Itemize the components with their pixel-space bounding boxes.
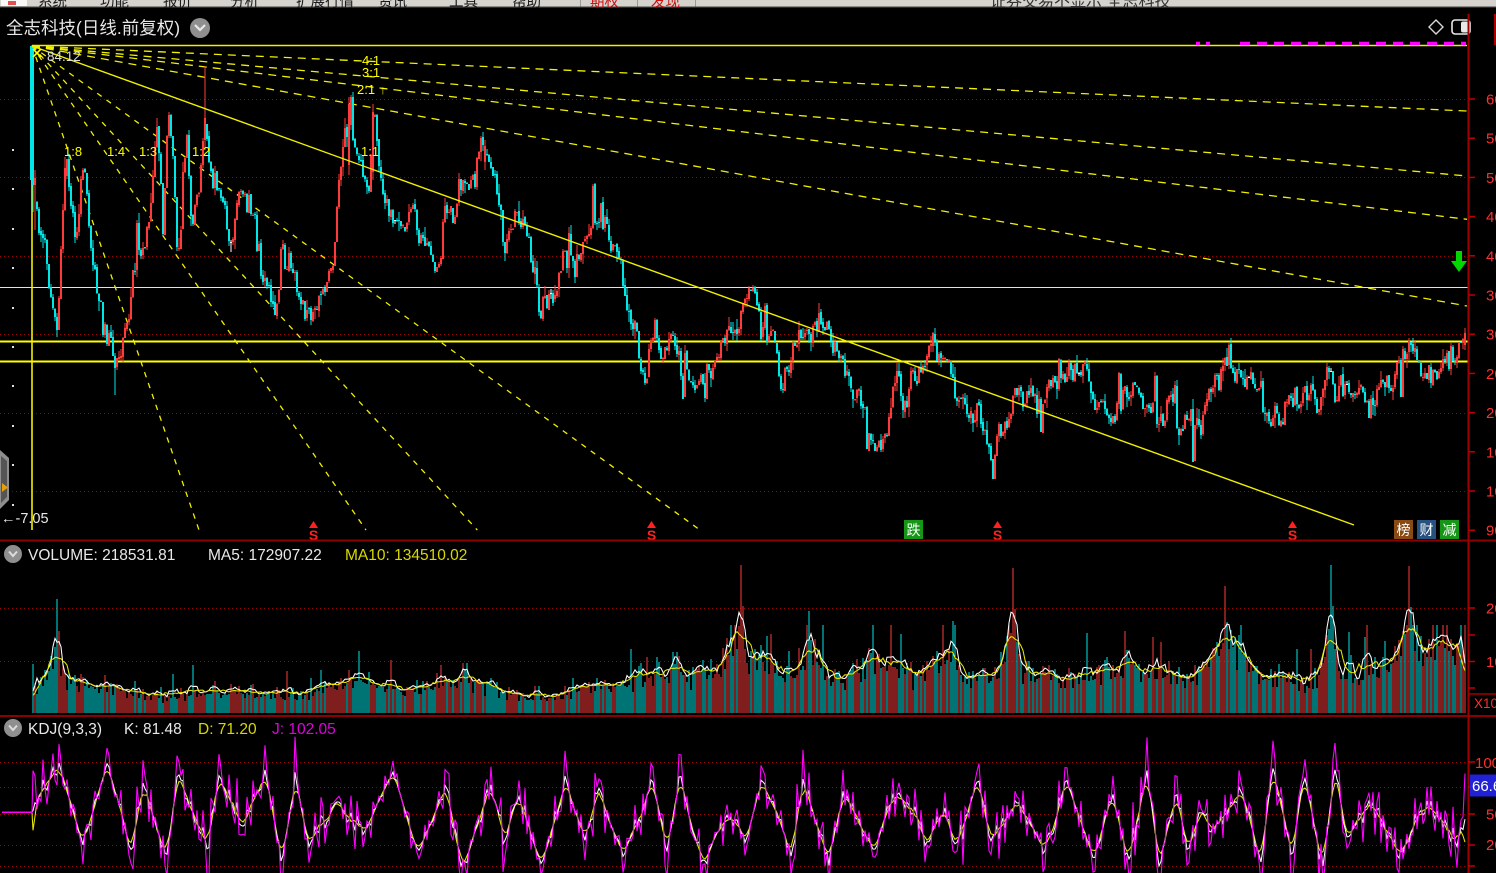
svg-text:90: 90	[1486, 523, 1496, 540]
svg-text:10: 10	[1486, 484, 1496, 501]
svg-text:1:1: 1:1	[361, 144, 379, 159]
svg-text:84.12: 84.12	[47, 49, 81, 64]
svg-text:4:1: 4:1	[362, 53, 380, 68]
svg-text:全志科技(日线.前复权): 全志科技(日线.前复权)	[6, 18, 180, 38]
svg-text:报价: 报价	[163, 0, 192, 11]
svg-text:财: 财	[1420, 522, 1434, 538]
svg-text:10: 10	[1486, 444, 1496, 461]
svg-text:证券交易不显示 全志科技: 证券交易不显示 全志科技	[990, 0, 1170, 11]
svg-text:S: S	[647, 527, 656, 543]
svg-text:20: 20	[1486, 366, 1496, 383]
svg-text:D: 71.20: D: 71.20	[198, 721, 257, 738]
svg-text:K: 81.48: K: 81.48	[124, 721, 182, 738]
svg-text:帮助: 帮助	[512, 0, 541, 11]
svg-text:减: 减	[1443, 522, 1457, 538]
svg-text:资讯: 资讯	[378, 0, 407, 11]
svg-text:KDJ(9,3,3): KDJ(9,3,3)	[28, 721, 102, 738]
svg-text:功能: 功能	[100, 0, 129, 11]
svg-text:10: 10	[1486, 654, 1496, 671]
svg-text:100: 100	[1475, 755, 1496, 772]
svg-text:1:8: 1:8	[64, 144, 82, 159]
svg-text:40: 40	[1486, 248, 1496, 265]
svg-text:60: 60	[1486, 92, 1496, 109]
svg-text:66.6: 66.6	[1472, 778, 1496, 795]
svg-text:跌: 跌	[907, 522, 921, 538]
svg-text:1:2: 1:2	[192, 144, 210, 159]
svg-text:30: 30	[1486, 327, 1496, 344]
svg-text:S: S	[1288, 527, 1297, 543]
svg-text:发现: 发现	[651, 0, 680, 11]
svg-text:1:4: 1:4	[107, 144, 125, 159]
svg-text:X10000: X10000	[1474, 696, 1496, 711]
svg-text:S: S	[309, 527, 318, 543]
svg-text:20: 20	[1486, 837, 1496, 854]
svg-text:榜: 榜	[1397, 522, 1411, 538]
svg-text:20: 20	[1486, 601, 1496, 618]
svg-text:MA10: 134510.02: MA10: 134510.02	[345, 547, 467, 564]
svg-text:50: 50	[1486, 170, 1496, 187]
svg-text:20: 20	[1486, 405, 1496, 422]
svg-text:50: 50	[1486, 131, 1496, 148]
svg-text:系统: 系统	[38, 0, 67, 11]
svg-text:期权: 期权	[590, 0, 619, 11]
svg-text:1:3: 1:3	[139, 144, 157, 159]
svg-text:J: 102.05: J: 102.05	[272, 721, 336, 738]
svg-text:3:1: 3:1	[362, 65, 380, 80]
svg-text:50: 50	[1486, 807, 1496, 824]
svg-text:MA5: 172907.22: MA5: 172907.22	[208, 547, 322, 564]
svg-text:工具: 工具	[449, 0, 478, 11]
svg-text:分析: 分析	[230, 0, 259, 11]
svg-text:←-7.05: ←-7.05	[1, 511, 49, 527]
svg-text:2:1: 2:1	[357, 82, 375, 97]
svg-text:40: 40	[1486, 209, 1496, 226]
svg-text:扩展行情: 扩展行情	[296, 0, 354, 11]
svg-text:VOLUME: 218531.81: VOLUME: 218531.81	[28, 547, 175, 564]
svg-text:30: 30	[1486, 288, 1496, 305]
svg-text:S: S	[993, 527, 1002, 543]
svg-text:↑: ↑	[380, 83, 386, 97]
